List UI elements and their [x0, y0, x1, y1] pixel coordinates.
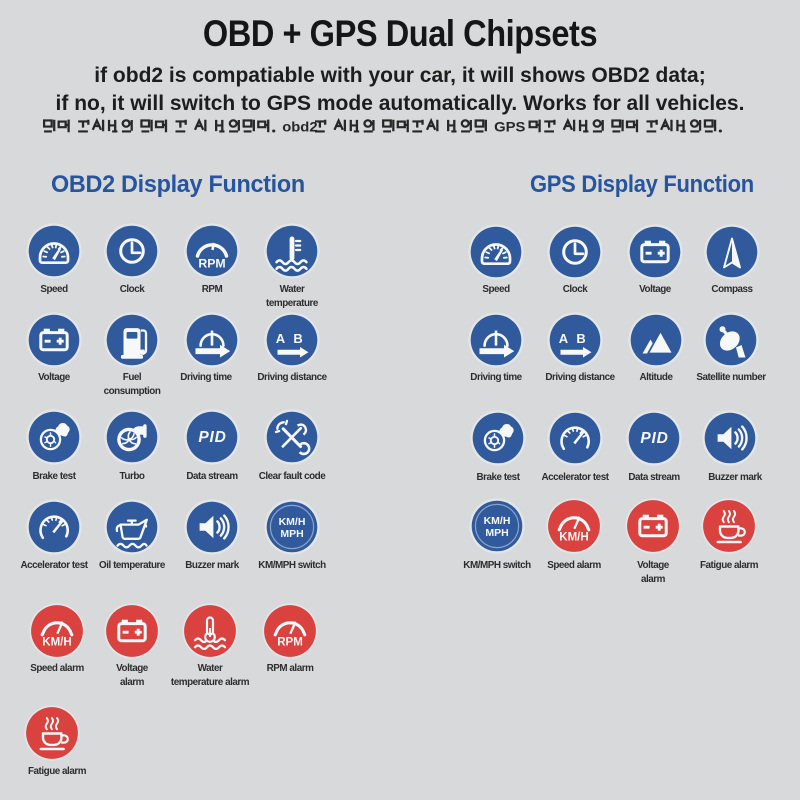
svg-text:GPS: GPS — [494, 120, 526, 136]
svg-text:PID: PID — [640, 430, 668, 447]
svg-text:A B: A B — [276, 331, 305, 346]
svg-text:RPM: RPM — [198, 257, 225, 271]
svg-text:KM/H: KM/H — [279, 516, 306, 528]
svg-text:KM/H: KM/H — [559, 532, 588, 544]
svg-text:RPM: RPM — [277, 637, 303, 649]
svg-text:MPH: MPH — [280, 528, 303, 540]
svg-text:MPH: MPH — [485, 527, 508, 539]
svg-text:KM/H: KM/H — [484, 515, 511, 527]
svg-text:PID: PID — [198, 429, 226, 446]
svg-text:KM/H: KM/H — [42, 637, 71, 649]
svg-text:obd2: obd2 — [282, 120, 317, 136]
svg-text:A B: A B — [559, 331, 588, 346]
